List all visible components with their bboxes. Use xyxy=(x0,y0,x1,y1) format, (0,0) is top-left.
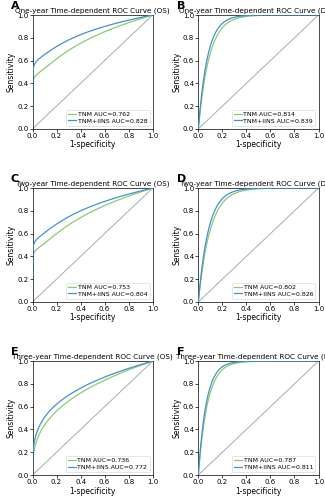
Title: Three-year Time-dependent ROC Curve (DFS): Three-year Time-dependent ROC Curve (DFS… xyxy=(176,354,325,360)
Legend: TNM AUC=0.753, TNM+IINS AUC=0.804: TNM AUC=0.753, TNM+IINS AUC=0.804 xyxy=(66,282,150,299)
X-axis label: 1-specificity: 1-specificity xyxy=(235,486,281,496)
Text: A: A xyxy=(11,2,20,12)
Legend: TNM AUC=0.736, TNM+IINS AUC=0.772: TNM AUC=0.736, TNM+IINS AUC=0.772 xyxy=(66,456,150,472)
Title: One-year Time-dependent ROC Curve (OS): One-year Time-dependent ROC Curve (OS) xyxy=(15,7,170,14)
X-axis label: 1-specificity: 1-specificity xyxy=(70,140,116,149)
Legend: TNM AUC=0.762, TNM+IINS AUC=0.828: TNM AUC=0.762, TNM+IINS AUC=0.828 xyxy=(66,110,150,126)
Y-axis label: Sensitivity: Sensitivity xyxy=(7,398,16,438)
Y-axis label: Sensitivity: Sensitivity xyxy=(7,52,16,92)
Y-axis label: Sensitivity: Sensitivity xyxy=(7,225,16,265)
X-axis label: 1-specificity: 1-specificity xyxy=(235,314,281,322)
Y-axis label: Sensitivity: Sensitivity xyxy=(173,398,182,438)
Title: One-year Time-dependent ROC Curve (DFS): One-year Time-dependent ROC Curve (DFS) xyxy=(179,7,325,14)
Legend: TNM AUC=0.787, TNM+IINS AUC=0.811: TNM AUC=0.787, TNM+IINS AUC=0.811 xyxy=(232,456,315,472)
Text: E: E xyxy=(11,348,19,358)
Title: Two-year Time-dependent ROC Curve (OS): Two-year Time-dependent ROC Curve (OS) xyxy=(16,180,169,187)
Text: C: C xyxy=(11,174,19,184)
X-axis label: 1-specificity: 1-specificity xyxy=(70,314,116,322)
Title: Three-year Time-dependent ROC Curve (OS): Three-year Time-dependent ROC Curve (OS) xyxy=(12,354,173,360)
Text: D: D xyxy=(177,174,186,184)
Text: B: B xyxy=(177,2,185,12)
Legend: TNM AUC=0.814, TNM+IINS AUC=0.839: TNM AUC=0.814, TNM+IINS AUC=0.839 xyxy=(232,110,315,126)
Y-axis label: Sensitivity: Sensitivity xyxy=(173,225,182,265)
Text: F: F xyxy=(177,348,184,358)
Legend: TNM AUC=0.802, TNM+IINS AUC=0.826: TNM AUC=0.802, TNM+IINS AUC=0.826 xyxy=(232,282,315,299)
Y-axis label: Sensitivity: Sensitivity xyxy=(173,52,182,92)
X-axis label: 1-specificity: 1-specificity xyxy=(235,140,281,149)
X-axis label: 1-specificity: 1-specificity xyxy=(70,486,116,496)
Title: Two-year Time-dependent ROC Curve (DFS): Two-year Time-dependent ROC Curve (DFS) xyxy=(180,180,325,187)
